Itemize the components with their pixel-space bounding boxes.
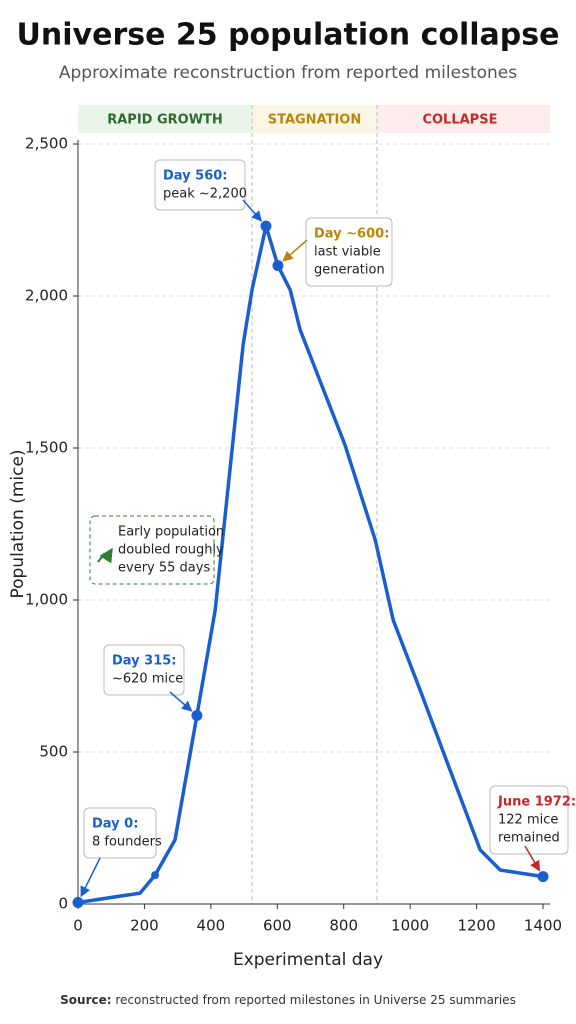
x-tick-label: 600 [263,917,292,935]
annotation-text: last viable [314,245,381,260]
annotation-text: ~620 mice [112,672,183,687]
phase-label: COLLAPSE [422,113,497,128]
x-axis-label: Experimental day [233,950,383,970]
annotation-arrow [242,199,263,222]
source-note: Source: reconstructed from reported mile… [60,993,516,1007]
annotation-box [305,217,393,287]
data-point [272,260,284,272]
annotation-title: June 1972: [497,795,576,810]
annotation-title: Day 0: [92,817,138,832]
annotation-title: Day 315: [112,654,177,669]
x-tick-label: 800 [329,917,358,935]
annotation-title: Day ~600: [314,227,389,242]
annotation-box [103,644,185,696]
phase-label: RAPID GROWTH [107,113,223,128]
annotation-box [154,159,246,211]
data-point [537,871,549,883]
y-tick-label: 2,500 [25,135,68,153]
annotation-arrow [282,239,308,262]
annotation-title: Day 560: [163,169,228,184]
annotation-text: every 55 days [118,561,210,576]
annotation-arrow [80,857,101,898]
data-point [151,871,160,880]
annotation-text: peak ~2,200 [163,187,247,202]
source-text: reconstructed from reported milestones i… [115,993,515,1007]
annotation-arrow [524,845,541,872]
annotation-text: remained [498,831,560,846]
data-point [72,896,84,908]
data-point [260,220,272,232]
annotation-text: Early population [118,525,224,540]
annotation-text: 8 founders [92,835,162,850]
x-tick-label: 0 [73,917,83,935]
phase-band [78,105,253,133]
x-tick-label: 200 [130,917,159,935]
chart-subtitle: Approximate reconstruction from reported… [59,63,517,83]
annotation-arrow [169,691,193,712]
annotation-text: doubled roughly [118,543,224,558]
annotation-text: 122 mice [498,813,558,828]
x-tick-label: 1200 [457,917,495,935]
phase-band [252,105,377,133]
annotation-text: generation [314,263,385,278]
trend-icon [97,547,113,564]
y-tick-label: 0 [58,895,68,913]
x-tick-label: 1000 [391,917,429,935]
y-axis-label: Population (mice) [8,449,28,598]
x-tick-label: 1400 [524,917,562,935]
y-tick-label: 1,500 [25,439,68,457]
y-tick-label: 500 [39,743,68,761]
source-label: Source: [60,993,111,1007]
annotation-box [83,807,157,859]
annotation-box [89,515,215,585]
y-tick-label: 1,000 [25,591,68,609]
data-line [77,224,544,905]
data-point [191,710,203,722]
phase-label: STAGNATION [268,113,362,128]
phase-band [376,105,550,133]
chart-title: Universe 25 population collapse [17,18,560,53]
y-tick-label: 2,000 [25,287,68,305]
x-tick-label: 400 [197,917,226,935]
